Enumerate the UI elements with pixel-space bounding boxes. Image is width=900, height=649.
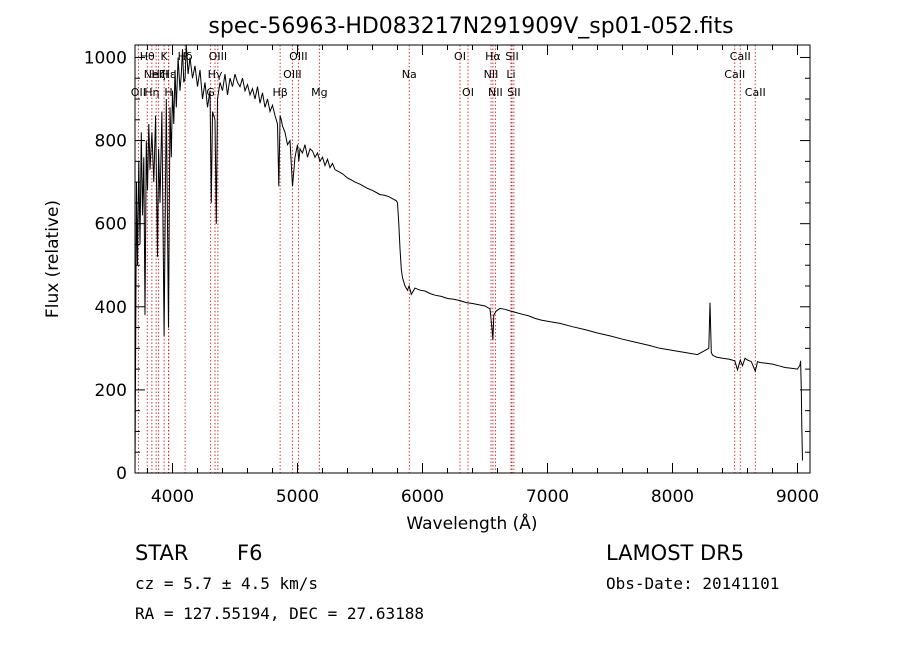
line-marker-label: G [206, 86, 215, 99]
line-marker-label: Na [402, 68, 417, 81]
x-tick-label: 7000 [526, 487, 569, 507]
line-marker-label: Hη [144, 86, 159, 99]
line-marker-label: OIII [289, 50, 307, 63]
line-marker-label: SII [507, 86, 520, 99]
redshift-info: cz = 5.7 ± 4.5 km/s [135, 574, 318, 593]
line-marker-label: Hε [162, 68, 176, 81]
plot-frame [134, 44, 811, 474]
line-markers [137, 45, 756, 473]
y-tick-label: 400 [95, 298, 127, 318]
line-marker-label: Hζ [151, 68, 165, 81]
survey-name: LAMOST DR5 [606, 541, 744, 565]
y-tick-label: 200 [95, 381, 127, 401]
y-tick-label: 1000 [84, 48, 127, 68]
x-tick-label: 9000 [776, 487, 819, 507]
chart-title: spec-56963-HD083217N291909V_sp01-052.fit… [208, 14, 733, 39]
line-marker-label: OI [462, 86, 474, 99]
line-marker-label: Hβ [272, 86, 287, 99]
x-tick-label: 4000 [151, 487, 194, 507]
line-marker-label: Hθ [140, 50, 155, 63]
line-marker-label: CaII [730, 50, 751, 63]
line-marker-labels: OIIHθHηNeIIIHζKHHεHδGHγOIIIHβOIIIOIIIMgN… [131, 50, 766, 99]
y-tick-label: 600 [95, 215, 127, 235]
x-tick-label: 8000 [651, 487, 694, 507]
line-marker-label: OI [454, 50, 466, 63]
line-marker-label: CaII [745, 86, 766, 99]
line-marker-label: K [161, 50, 169, 63]
y-axis: 0 200 400 600 800 1000 [84, 48, 810, 484]
y-axis-label: Flux (relative) [43, 200, 63, 318]
x-tick-label: 5000 [276, 487, 319, 507]
y-tick-label: 800 [95, 132, 127, 152]
line-marker-label: Hα [485, 50, 501, 63]
x-axis: 4000 5000 6000 7000 8000 9000 [147, 45, 819, 507]
line-marker-label: OIII [209, 50, 227, 63]
line-marker-label: OIII [283, 68, 301, 81]
line-marker-label: SII [505, 50, 518, 63]
coordinates: RA = 127.55194, DEC = 27.63188 [135, 604, 424, 623]
line-marker-label: H [164, 86, 172, 99]
line-marker-label: Hδ [178, 50, 193, 63]
spectrum-line [134, 44, 803, 474]
x-tick-label: 6000 [401, 487, 444, 507]
obs-date: Obs-Date: 20141101 [606, 574, 779, 593]
x-axis-label: Wavelength (Å) [406, 512, 537, 534]
line-marker-label: NeIII [144, 68, 169, 81]
line-marker-label: NII [488, 86, 503, 99]
line-marker-label: Hγ [208, 68, 223, 81]
line-marker-label: NII [484, 68, 499, 81]
spectral-subclass: F6 [237, 541, 262, 565]
line-marker-label: Li [506, 68, 515, 81]
line-marker-label: Mg [311, 86, 327, 99]
line-marker-label: CaII [724, 68, 745, 81]
y-tick-label: 0 [116, 464, 127, 484]
object-class: STAR [135, 541, 188, 565]
